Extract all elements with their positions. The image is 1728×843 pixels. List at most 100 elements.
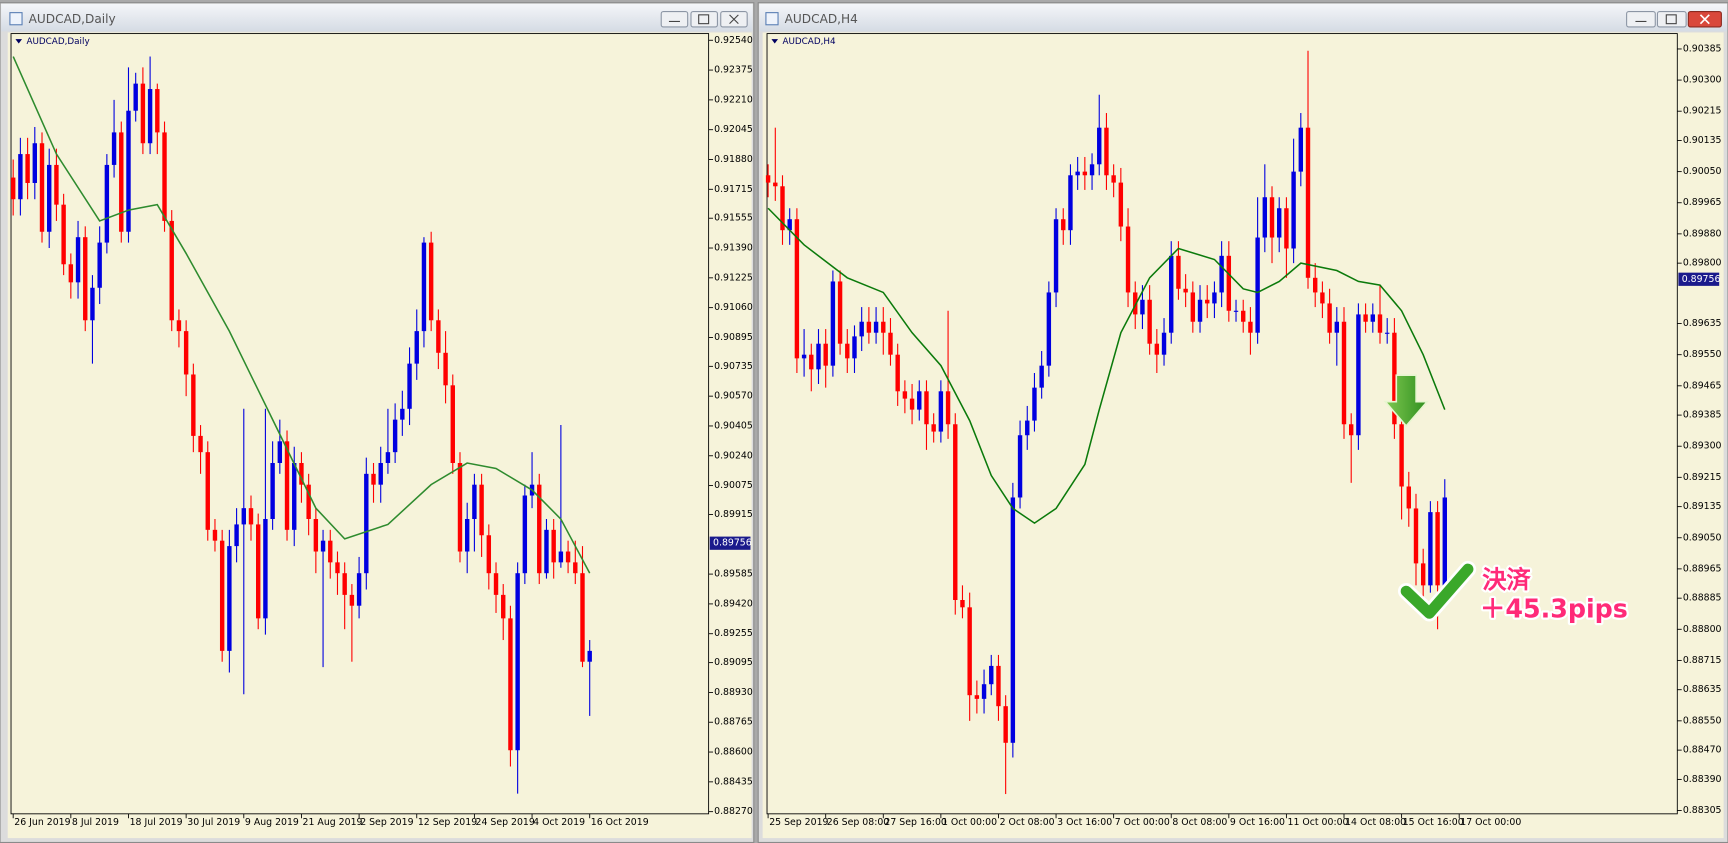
y-tick-label: 0.89095 [714, 657, 753, 668]
y-tick-label: 0.88715 [1683, 655, 1722, 666]
candle-body [587, 650, 592, 662]
candle-body [10, 177, 16, 200]
candle-body [61, 204, 66, 265]
y-tick-label: 0.90240 [714, 450, 753, 461]
candle-body [1125, 226, 1131, 293]
candle-body [1183, 288, 1188, 293]
y-tick-label: 0.89585 [714, 569, 753, 580]
candle-body [1046, 292, 1052, 366]
candle-body [1291, 171, 1296, 249]
candle-body [1197, 299, 1203, 322]
candle-body [773, 182, 778, 187]
x-tick-label: 7 Oct 00:00 [1115, 817, 1170, 828]
restore-button[interactable] [690, 10, 718, 28]
candle-body [292, 462, 297, 530]
candle-body [981, 684, 987, 699]
candle-body [364, 473, 369, 574]
candle-body [1298, 127, 1304, 172]
candle-body [1075, 171, 1080, 176]
candle-body [537, 484, 542, 574]
y-tick-label: 0.89050 [1683, 532, 1722, 543]
y-tick-label: 0.89215 [1683, 472, 1722, 483]
candle-body [47, 164, 52, 232]
y-tick-label: 0.91555 [714, 213, 753, 224]
restore-icon [1665, 14, 1677, 25]
candle-body [155, 89, 160, 133]
candle-body [580, 573, 585, 662]
candle-body [1111, 175, 1116, 183]
candle-body [1392, 332, 1397, 425]
candle-body [1269, 197, 1275, 238]
candle-body [1053, 219, 1059, 293]
candle-body [953, 424, 958, 601]
candle-body [39, 143, 45, 232]
candle-body [816, 343, 821, 370]
candle-body [428, 242, 434, 321]
x-tick-label: 15 Oct 16:00 [1403, 817, 1464, 828]
candle-body [421, 242, 427, 332]
y-tick-label: 0.90735 [714, 361, 753, 372]
candle-body [248, 508, 254, 525]
y-tick-label: 0.88270 [714, 806, 753, 817]
candle-body [558, 551, 564, 563]
candle-body [1061, 219, 1066, 231]
candle-body [565, 551, 571, 563]
candle-body [1082, 171, 1088, 176]
candle-body [306, 484, 311, 519]
chart-menu-arrow[interactable] [771, 39, 779, 44]
y-tick-label: 0.90895 [714, 332, 753, 343]
candle-body [219, 540, 225, 651]
y-tick-label: 0.89300 [1683, 441, 1722, 452]
candle-body [1147, 299, 1152, 344]
x-tick-label: 8 Oct 08:00 [1172, 817, 1227, 828]
close-icon [1699, 14, 1710, 25]
chart-frame [766, 33, 1678, 815]
minimize-button[interactable] [660, 10, 689, 28]
candle-body [227, 546, 232, 651]
y-tick-label: 0.88390 [1683, 774, 1722, 785]
candle-body [479, 484, 484, 536]
y-tick-label: 0.89465 [1683, 380, 1722, 391]
candle-body [837, 281, 843, 344]
chart-menu-arrow[interactable] [15, 39, 23, 44]
x-tick-label: 16 Oct 2019 [591, 817, 649, 828]
candle-body [852, 336, 857, 359]
chart-frame [10, 33, 710, 815]
y-tick-label: 0.90135 [1683, 135, 1722, 146]
minimize-button[interactable] [1626, 10, 1656, 28]
candle-body [198, 435, 203, 453]
y-tick-label: 0.88470 [1683, 745, 1722, 756]
candle-body [1089, 164, 1095, 176]
candle-body [90, 287, 95, 321]
y-tick-label: 0.89800 [1683, 258, 1722, 269]
x-tick-label: 26 Jun 2019 [14, 817, 70, 828]
x-tick-label: 11 Oct 00:00 [1288, 817, 1349, 828]
y-tick-label: 0.91390 [714, 243, 753, 254]
y-tick-label: 0.88965 [1683, 563, 1722, 574]
chart-label: AUDCAD,H4 [782, 37, 836, 47]
annotation-text: 決済 [1482, 565, 1531, 594]
candle-body [1205, 299, 1210, 304]
check-icon [1400, 563, 1474, 619]
candle-body [1154, 343, 1160, 355]
candle-body [1327, 303, 1332, 333]
candle-body [83, 237, 88, 321]
candle-body [205, 452, 210, 530]
chart-label: AUDCAD,Daily [26, 37, 89, 47]
candle-body [486, 535, 492, 574]
candle-body [407, 363, 412, 409]
candle-body [1068, 175, 1073, 231]
restore-button[interactable] [1656, 10, 1687, 28]
window-title: AUDCAD,Daily [29, 12, 116, 26]
candle-body [780, 186, 785, 231]
y-tick-label: 0.88635 [1683, 684, 1722, 695]
candle-body [104, 164, 110, 243]
candle-body [1032, 387, 1037, 421]
y-tick-label: 0.90570 [714, 391, 753, 402]
y-tick-label: 0.88885 [1683, 593, 1722, 604]
candle-body [1017, 435, 1023, 498]
y-tick-label: 0.89880 [1683, 228, 1722, 239]
candle-body [1413, 508, 1419, 564]
x-tick-label: 2 Sep 2019 [360, 817, 413, 828]
